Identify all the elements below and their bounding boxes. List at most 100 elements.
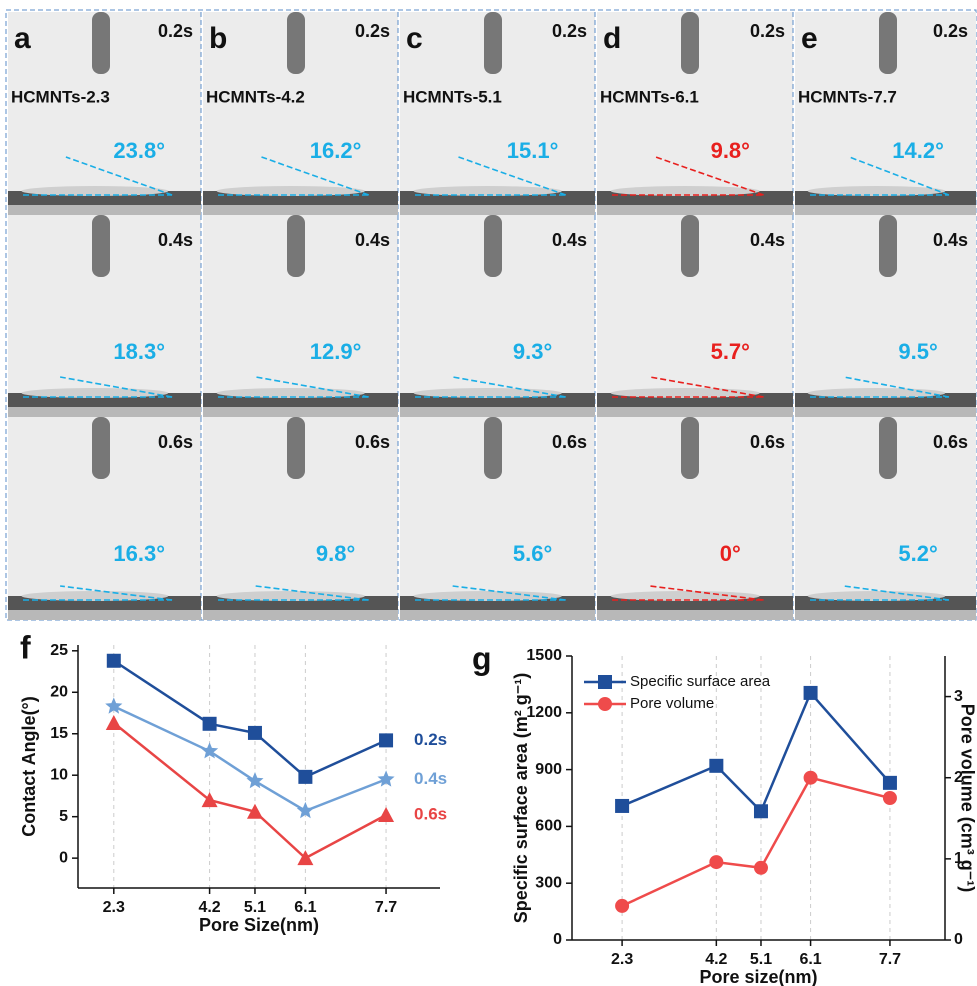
droplet bbox=[807, 186, 946, 196]
contact-angle: 15.1° bbox=[507, 138, 559, 163]
droplet bbox=[807, 591, 946, 601]
series-line bbox=[113, 659, 387, 779]
substrate-edge bbox=[400, 610, 595, 620]
contact-angle: 18.3° bbox=[113, 339, 165, 364]
chart-panel-label: g bbox=[472, 640, 492, 676]
tangent bbox=[60, 585, 173, 601]
needle bbox=[287, 215, 305, 277]
time-label: 0.2s bbox=[933, 21, 968, 41]
panel-letter: d bbox=[603, 22, 621, 55]
marker bbox=[882, 791, 897, 805]
substrate-edge bbox=[795, 610, 976, 620]
contact-angle: 9.8° bbox=[711, 138, 750, 163]
droplet bbox=[610, 186, 760, 196]
substrate-edge bbox=[400, 407, 595, 417]
substrate-edge bbox=[203, 205, 398, 215]
y-tick-label: 10 bbox=[50, 766, 68, 783]
needle bbox=[681, 215, 699, 277]
marker bbox=[753, 804, 768, 819]
droplet bbox=[413, 591, 562, 601]
needle bbox=[879, 215, 897, 277]
substrate-edge bbox=[795, 205, 976, 215]
x-tick-label: 5.1 bbox=[244, 899, 266, 916]
x-tick-label: 5.1 bbox=[750, 951, 772, 968]
x-tick-label: 7.7 bbox=[879, 951, 901, 968]
panel-letter: a bbox=[14, 22, 31, 55]
y-tick-label: 0 bbox=[553, 931, 562, 948]
time-label: 0.4s bbox=[552, 230, 587, 250]
y2-axis-label: Pore volume (cm³ g⁻¹) bbox=[957, 704, 977, 893]
tangent bbox=[65, 156, 173, 196]
x-tick-label: 4.2 bbox=[705, 951, 727, 968]
tangent bbox=[255, 585, 369, 601]
contact-angle: 9.8° bbox=[316, 541, 355, 566]
marker bbox=[378, 807, 395, 823]
time-label: 0.2s bbox=[552, 21, 587, 41]
x-axis-label: Pore Size(nm) bbox=[199, 915, 319, 935]
time-label: 0.6s bbox=[355, 432, 390, 452]
marker bbox=[709, 855, 724, 870]
needle bbox=[681, 12, 699, 74]
marker bbox=[297, 850, 314, 866]
contact-angle: 16.3° bbox=[113, 541, 165, 566]
contact-angle: 12.9° bbox=[310, 339, 362, 364]
contact-angle: 16.2° bbox=[310, 138, 362, 163]
x-tick-label: 2.3 bbox=[103, 899, 125, 916]
marker bbox=[379, 733, 394, 748]
substrate-edge bbox=[8, 205, 201, 215]
contact-angle: 0° bbox=[720, 541, 741, 566]
marker bbox=[377, 770, 395, 787]
x-axis-label: Pore size(nm) bbox=[699, 967, 817, 986]
marker bbox=[709, 758, 724, 773]
sample-name: HCMNTs-7.7 bbox=[798, 87, 897, 106]
y-axis-label: Contact Angle(°) bbox=[19, 696, 39, 837]
needle bbox=[484, 417, 502, 479]
x-tick-label: 6.1 bbox=[799, 951, 821, 968]
marker bbox=[247, 725, 262, 740]
marker bbox=[106, 653, 121, 668]
marker bbox=[201, 742, 219, 759]
tangent bbox=[452, 376, 566, 398]
time-label: 0.2s bbox=[158, 21, 193, 41]
panel-letter: e bbox=[801, 22, 818, 55]
droplet bbox=[610, 591, 760, 601]
contact-angle: 5.7° bbox=[711, 339, 750, 364]
droplet bbox=[413, 186, 562, 196]
tangent bbox=[59, 376, 173, 398]
contact-angle: 14.2° bbox=[892, 138, 944, 163]
time-label: 0.2s bbox=[355, 21, 390, 41]
x-tick-label: 7.7 bbox=[375, 899, 397, 916]
legend-label: 0.4s bbox=[414, 769, 447, 788]
sample-name: HCMNTs-6.1 bbox=[600, 87, 699, 106]
x-tick-label: 6.1 bbox=[294, 899, 316, 916]
needle bbox=[92, 12, 110, 74]
time-label: 0.4s bbox=[158, 230, 193, 250]
marker bbox=[803, 685, 818, 700]
substrate-edge bbox=[203, 407, 398, 417]
needle bbox=[92, 417, 110, 479]
time-label: 0.2s bbox=[750, 21, 785, 41]
droplet bbox=[21, 186, 169, 196]
sample-name: HCMNTs-2.3 bbox=[11, 87, 110, 106]
marker bbox=[201, 792, 218, 808]
series-line bbox=[113, 721, 387, 860]
needle bbox=[287, 12, 305, 74]
needle bbox=[681, 417, 699, 479]
y2-tick-label: 0 bbox=[954, 931, 963, 948]
marker bbox=[598, 675, 612, 689]
needle bbox=[287, 417, 305, 479]
needle bbox=[484, 12, 502, 74]
substrate-edge bbox=[597, 407, 793, 417]
time-label: 0.4s bbox=[355, 230, 390, 250]
time-label: 0.6s bbox=[933, 432, 968, 452]
needle bbox=[879, 12, 897, 74]
marker bbox=[105, 697, 123, 714]
substrate-edge bbox=[8, 610, 201, 620]
legend-label: 0.6s bbox=[414, 805, 447, 824]
droplet bbox=[216, 591, 365, 601]
y2-tick-label: 2 bbox=[954, 769, 963, 786]
y-tick-label: 5 bbox=[59, 808, 68, 825]
marker bbox=[615, 898, 630, 913]
y-tick-label: 1500 bbox=[526, 647, 562, 664]
